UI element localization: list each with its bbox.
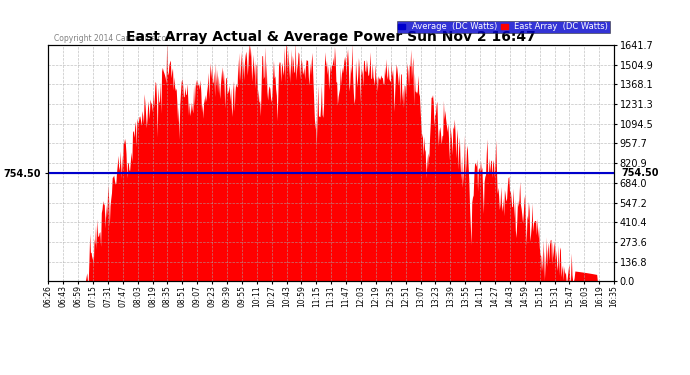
Text: 754.50: 754.50	[621, 168, 658, 178]
Legend: Average  (DC Watts), East Array  (DC Watts): Average (DC Watts), East Array (DC Watts…	[397, 21, 610, 33]
Text: Copyright 2014 Cartronics.com: Copyright 2014 Cartronics.com	[54, 34, 173, 43]
Title: East Array Actual & Average Power Sun Nov 2 16:47: East Array Actual & Average Power Sun No…	[126, 30, 536, 44]
